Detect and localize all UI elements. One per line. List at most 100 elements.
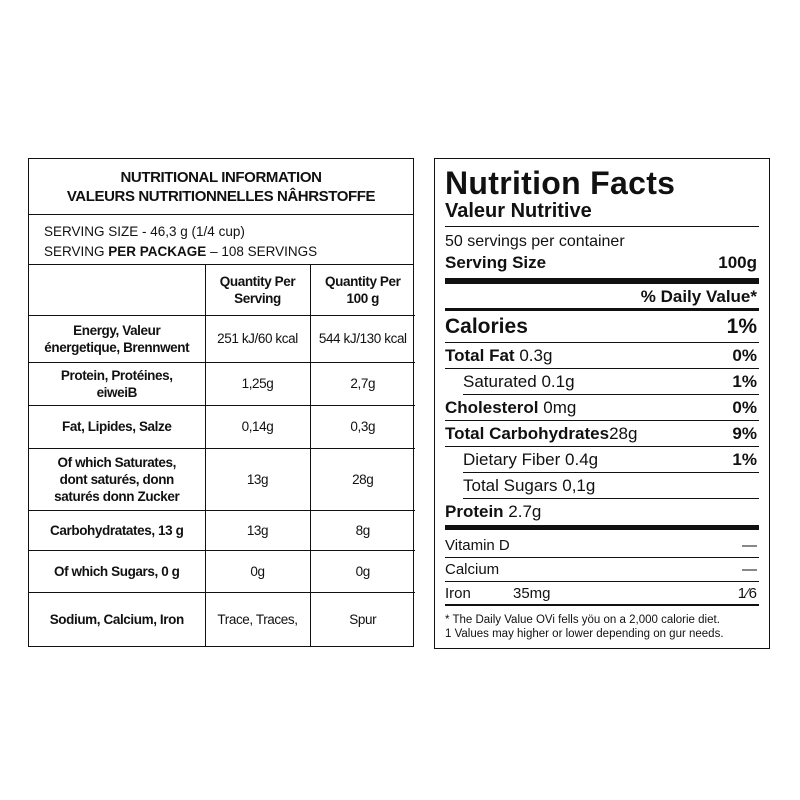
table-row: Fat, Lipides, Salze 0,14g 0,3g xyxy=(29,404,415,449)
nutrient-amount: 28g xyxy=(309,447,415,511)
nutrient-amount: 13g xyxy=(204,509,311,551)
nutrient-amount: 0g xyxy=(204,549,311,593)
serving-size: SERVING SIZE - 46,3 g (1/4 cup) xyxy=(44,224,245,239)
cell-text: 544 kJ/130 kcal xyxy=(318,331,407,346)
nutrient-amount: 0.3g xyxy=(519,346,553,365)
cell-line: Sodium, Calcium, Iron xyxy=(49,611,185,627)
nutrient-amount: 251 kJ/60 kcal xyxy=(204,314,311,363)
nutrient-amount: 0g xyxy=(309,549,415,593)
nutrient-name: Of which Sugars, 0 g xyxy=(29,549,206,593)
nutrient-amount: Trace, Traces, xyxy=(204,591,311,646)
cell-line: Serving xyxy=(234,290,281,306)
nutrient-name: Saturated xyxy=(463,372,537,391)
vitamin-dv: 1⁄6 xyxy=(737,585,757,602)
nutrient-amount: Spur xyxy=(309,591,415,646)
nutrient-row: Saturated 0.1g 1% xyxy=(463,369,759,395)
cell-text: 1,25g xyxy=(241,376,274,391)
value: 100g xyxy=(718,253,757,272)
servings: 50 servings per container xyxy=(445,233,625,250)
divider-thick xyxy=(445,278,759,284)
nutrient-row: Dietary Fiber 0.4g 1% xyxy=(463,447,759,473)
cell-text: 0,14g xyxy=(241,419,274,434)
title-line: VALEURS NUTRITIONNELLES NÂHRSTOFFE xyxy=(66,188,376,205)
header-cell xyxy=(29,265,206,316)
table-row: Of which Saturates, dont saturés, donn sat… xyxy=(29,447,415,511)
divider xyxy=(445,226,759,227)
vitamin-dv: — xyxy=(742,537,757,554)
cell-text: Trace, Traces, xyxy=(217,611,298,627)
nutrient-row: Total Fat 0.3g 0% xyxy=(445,343,759,369)
cell-line: Energy, Valeur xyxy=(73,322,161,338)
nutrient-row: Total Carbohydrates28g 9% xyxy=(445,421,759,447)
serving-size-row: Serving Size 100g xyxy=(445,252,759,274)
nutrient-dv: 1% xyxy=(732,372,757,391)
cell-line: 100 g xyxy=(346,290,380,306)
nutrient-name: Protein, Protéines, eiweiB xyxy=(29,361,206,406)
cell-text: 28g xyxy=(352,471,374,487)
nutrition-info-panel: NUTRITIONAL INFORMATION VALEURS NUTRITIO… xyxy=(28,158,415,647)
text-bold: PER PACKAGE xyxy=(108,244,207,259)
nutrient-dv: 1% xyxy=(726,315,757,338)
vitamin-name: Calcium xyxy=(445,561,500,578)
header-cell: Quantity Per 100 g xyxy=(309,265,415,316)
text: SERVING xyxy=(44,244,105,259)
vitamin-name: Iron xyxy=(445,585,471,602)
cell-line: Of which Sugars, 0 g xyxy=(53,563,180,579)
cell-line: Quantity Per xyxy=(325,273,401,289)
vitamin-dv: — xyxy=(742,561,757,578)
cell-line: Carbohydratates, 13 g xyxy=(50,522,184,538)
serving-per-package: SERVING PER PACKAGE – 108 SERVINGS xyxy=(44,242,413,262)
nutrient-name: Sodium, Calcium, Iron xyxy=(29,591,206,646)
nutrition-table: Quantity Per Serving Quantity Per 100 g Ener… xyxy=(29,265,415,646)
nutrient-amount: 0.1g xyxy=(541,372,575,391)
nutrient-name: Total Sugars xyxy=(463,476,558,495)
nutrition-facts-panel: Nutrition Facts Valeur Nutritive 50 serv… xyxy=(434,158,770,649)
dv-header: % Daily Value* xyxy=(640,287,757,306)
nutrient-amount: 0,3g xyxy=(309,404,415,449)
cell-text: 8g xyxy=(355,522,371,538)
nutrient-row: Calories 1% xyxy=(445,312,759,343)
table-row: Of which Sugars, 0 g 0g 0g xyxy=(29,549,415,593)
cell-text: 0g xyxy=(355,563,371,579)
cell-line: eiweiB xyxy=(96,384,138,400)
nutrient-amount: 2,7g xyxy=(309,361,415,406)
nutrient-name: Cholesterol xyxy=(445,398,539,417)
nutrient-name: Carbohydratates, 13 g xyxy=(29,509,206,551)
cell-text: 13g xyxy=(246,471,269,487)
nutrient-amount: 544 kJ/130 kcal xyxy=(309,314,415,363)
vitamin-row: Vitamin D — xyxy=(445,534,759,558)
nutrient-name: Total Carbohydrates xyxy=(445,424,610,443)
cell-text: 0g xyxy=(250,563,265,579)
nutrient-dv: 0% xyxy=(732,398,757,417)
nutrient-amount: 0,14g xyxy=(204,404,311,449)
nutrient-amount: 0.4g xyxy=(565,450,599,469)
nutrient-amount: 1,25g xyxy=(204,361,311,406)
cell-line: Quantity Per xyxy=(219,273,296,289)
cell-text: 251 kJ/60 kcal xyxy=(217,331,298,346)
nutrient-row: Total Sugars 0,1g xyxy=(463,473,759,499)
nutrient-name: Total Fat xyxy=(445,346,515,365)
nutrient-amount: 8g xyxy=(309,509,415,551)
table-row: Carbohydratates, 13 g 13g 8g xyxy=(29,509,415,551)
header-row: Quantity Per Serving Quantity Per 100 g xyxy=(29,265,415,316)
subtitle: Valeur Nutritive xyxy=(445,200,592,222)
nutrient-name: Calories xyxy=(445,315,528,338)
nutrient-amount: 13g xyxy=(204,447,311,511)
cell-line: saturés donn Zucker xyxy=(54,488,180,504)
serving-info: SERVING SIZE - 46,3 g (1/4 cup) SERVING … xyxy=(29,215,413,265)
header-cell: Quantity Per Serving xyxy=(204,265,311,316)
nutrient-name: Energy, Valeur énergetique, Brennwent xyxy=(29,314,206,363)
nutrient-row: Protein 2.7g xyxy=(445,499,759,525)
nutrient-dv: 9% xyxy=(732,424,757,443)
cell-text: 13g xyxy=(246,522,269,538)
nutrient-amount: 2.7g xyxy=(508,502,542,521)
nutrient-name: Protein xyxy=(445,502,504,521)
vitamin-name: Vitamin D xyxy=(445,537,510,554)
divider xyxy=(445,308,759,311)
text: – 108 SERVINGS xyxy=(210,244,318,259)
nutrient-dv: 1% xyxy=(732,450,757,469)
table-row: Sodium, Calcium, Iron Trace, Traces, Spur xyxy=(29,591,415,646)
nutrient-amount: 28g xyxy=(609,424,638,443)
cell-line: Of which Saturates, xyxy=(57,454,177,470)
footnote: 1 Values may higher or lower depending o… xyxy=(445,628,724,640)
